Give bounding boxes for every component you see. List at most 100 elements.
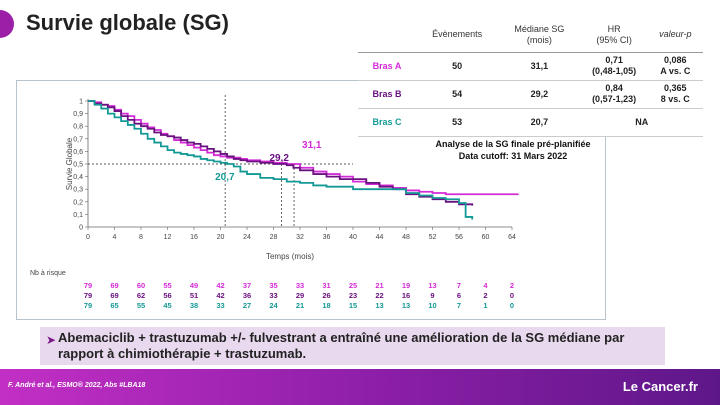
at-risk-value: 21 xyxy=(375,281,383,290)
y-tick-label: 0,9 xyxy=(73,111,83,118)
x-tick-label: 0 xyxy=(86,234,90,241)
y-tick-label: 0,2 xyxy=(73,199,83,206)
at-risk-value: 37 xyxy=(243,281,251,290)
y-tick-label: 0,3 xyxy=(73,187,83,194)
arm-a-hr: 0,71 (0,48-1,05) xyxy=(580,52,648,81)
at-risk-value: 27 xyxy=(243,301,251,310)
arm-a-pvalue: 0,086 A vs. C xyxy=(647,52,703,81)
x-tick-label: 32 xyxy=(296,234,304,241)
x-tick-label: 24 xyxy=(243,234,251,241)
x-tick-label: 56 xyxy=(455,234,463,241)
x-axis-label: Temps (mois) xyxy=(266,252,314,261)
footer-logo: Le Cancer.fr xyxy=(622,379,698,394)
at-risk-value: 2 xyxy=(483,291,487,300)
at-risk-value: 79 xyxy=(84,281,92,290)
x-tick-label: 16 xyxy=(190,234,198,241)
at-risk-label: Nb à risque xyxy=(30,270,66,277)
median-label: 29,2 xyxy=(269,153,289,164)
x-tick-label: 8 xyxy=(139,234,143,241)
footer-reference: F. André et al., ESMO® 2022, Abs #LBA18 xyxy=(8,382,146,389)
arm-c-median: 20,7 xyxy=(498,108,581,137)
at-risk-value: 38 xyxy=(190,301,198,310)
y-axis-label: Survie Globale xyxy=(65,137,74,190)
at-risk-value: 0 xyxy=(510,301,514,310)
analysis-note: Analyse de la SG finale pré-planifiée Da… xyxy=(418,138,608,162)
x-tick-label: 12 xyxy=(164,234,172,241)
analysis-line-1: Analyse de la SG finale pré-planifiée xyxy=(435,139,591,149)
at-risk-value: 33 xyxy=(216,301,224,310)
arm-b-pvalue: 0,365 8 vs. C xyxy=(647,80,703,109)
header-hr: HR (95% CI) xyxy=(580,18,648,53)
header-events: Évènements xyxy=(416,18,499,53)
at-risk-value: 42 xyxy=(216,281,224,290)
x-tick-label: 60 xyxy=(482,234,490,241)
arm-b-median: 29,2 xyxy=(498,80,581,109)
x-tick-label: 48 xyxy=(402,234,410,241)
at-risk-value: 79 xyxy=(84,291,92,300)
at-risk-value: 18 xyxy=(322,301,330,310)
x-tick-label: 40 xyxy=(349,234,357,241)
at-risk-value: 29 xyxy=(296,291,304,300)
at-risk-value: 55 xyxy=(137,301,145,310)
at-risk-value: 49 xyxy=(190,281,198,290)
survival-curve-1 xyxy=(88,100,474,206)
y-tick-label: 0 xyxy=(79,225,83,232)
at-risk-value: 0 xyxy=(510,291,514,300)
x-tick-label: 64 xyxy=(508,234,516,241)
header-median-text: Médiane SG (mois) xyxy=(514,23,565,45)
at-risk-value: 9 xyxy=(430,291,434,300)
arm-c-events: 53 xyxy=(416,108,499,137)
table-row: Bras B 54 29,2 0,84 (0,57-1,23) 0,365 8 … xyxy=(358,80,703,109)
x-tick-label: 44 xyxy=(376,234,384,241)
at-risk-value: 2 xyxy=(510,281,514,290)
at-risk-value: 56 xyxy=(163,291,171,300)
at-risk-value: 25 xyxy=(349,281,357,290)
at-risk-value: 1 xyxy=(483,301,487,310)
arm-c-hr-pvalue: NA xyxy=(580,108,703,137)
at-risk-value: 4 xyxy=(483,281,488,290)
at-risk-value: 42 xyxy=(216,291,224,300)
y-tick-label: 0,7 xyxy=(73,136,83,143)
at-risk-value: 79 xyxy=(84,301,92,310)
at-risk-value: 7 xyxy=(457,281,461,290)
y-tick-label: 1 xyxy=(79,99,83,106)
at-risk-value: 35 xyxy=(269,281,277,290)
title-accent xyxy=(0,10,14,38)
y-tick-label: 0,5 xyxy=(73,162,83,169)
at-risk-value: 21 xyxy=(296,301,304,310)
at-risk-value: 31 xyxy=(322,281,330,290)
x-tick-label: 52 xyxy=(429,234,437,241)
at-risk-value: 16 xyxy=(402,291,410,300)
at-risk-value: 19 xyxy=(402,281,410,290)
y-tick-label: 0,4 xyxy=(73,174,83,181)
header-empty xyxy=(358,18,416,53)
at-risk-value: 10 xyxy=(428,301,436,310)
at-risk-value: 69 xyxy=(110,281,118,290)
at-risk-value: 51 xyxy=(190,291,198,300)
arm-c-label: Bras C xyxy=(358,108,416,137)
at-risk-value: 13 xyxy=(402,301,410,310)
at-risk-value: 33 xyxy=(296,281,304,290)
chevron-right-icon: ➤ xyxy=(46,333,57,347)
at-risk-value: 69 xyxy=(110,291,118,300)
y-tick-label: 0,1 xyxy=(73,212,83,219)
at-risk-value: 24 xyxy=(269,301,278,310)
at-risk-value: 6 xyxy=(457,291,461,300)
arm-b-hr: 0,84 (0,57-1,23) xyxy=(580,80,648,109)
at-risk-value: 26 xyxy=(322,291,330,300)
table-header-row: Évènements Médiane SG (mois) HR (95% CI)… xyxy=(358,18,703,53)
at-risk-value: 13 xyxy=(428,281,436,290)
x-tick-label: 20 xyxy=(217,234,225,241)
at-risk-value: 15 xyxy=(349,301,357,310)
at-risk-value: 23 xyxy=(349,291,357,300)
at-risk-value: 22 xyxy=(375,291,383,300)
header-median: Médiane SG (mois) xyxy=(498,18,581,53)
footer-bar: F. André et al., ESMO® 2022, Abs #LBA18 … xyxy=(0,369,720,405)
arm-a-events: 50 xyxy=(416,52,499,81)
hazard-ratio-table: Évènements Médiane SG (mois) HR (95% CI)… xyxy=(358,18,703,137)
arm-b-label: Bras B xyxy=(358,80,416,109)
at-risk-value: 33 xyxy=(269,291,277,300)
table-row: Bras C 53 20,7 NA xyxy=(358,108,703,137)
at-risk-value: 62 xyxy=(137,291,145,300)
